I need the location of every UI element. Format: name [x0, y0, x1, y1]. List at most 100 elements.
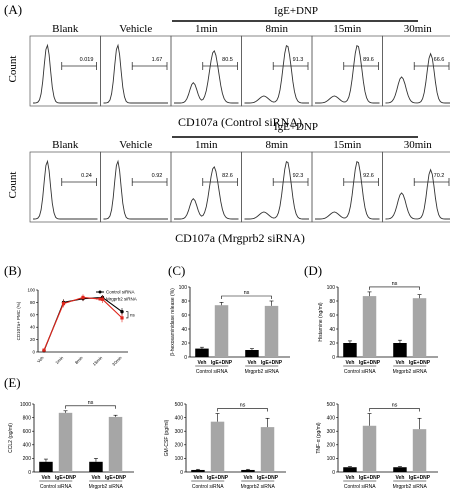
- column-title: 30min: [404, 139, 433, 151]
- histogram-curve: [174, 166, 239, 220]
- x-tick-label: IgE+DNP: [55, 475, 77, 481]
- histogram-box: [170, 35, 242, 107]
- y-tick-label: 500: [327, 402, 336, 408]
- histogram-curve: [33, 43, 98, 104]
- x-tick-label: Veh: [396, 475, 405, 481]
- gate-percentage: 0.019: [80, 57, 94, 63]
- panel-b: (B) 0 20 40 60 80 100 Veh 1min 8min 15min 30min CD10…: [4, 263, 137, 367]
- x-tick-label: IgE+DNP: [409, 475, 431, 481]
- column-title: 8min: [265, 139, 288, 151]
- bar: [393, 343, 407, 357]
- y-tick-label: 200: [23, 456, 32, 462]
- y-tick-label: 400: [175, 415, 184, 421]
- histogram-curve: [103, 159, 168, 220]
- data-point: [81, 295, 85, 300]
- y-tick-label: 40: [181, 327, 187, 333]
- bar: [195, 348, 209, 357]
- group-label: Control siRNA: [196, 369, 228, 375]
- data-point: [42, 348, 46, 352]
- y-tick-label: 200: [175, 443, 184, 449]
- x-tick-label: Veh: [396, 360, 405, 366]
- column-title: Blank: [52, 23, 79, 35]
- y-axis-label: CCL2 (pg/ml): [8, 423, 14, 453]
- x-tick-label: Veh: [198, 360, 207, 366]
- column-title: Blank: [52, 139, 79, 151]
- gate-percentage: 80.5: [222, 57, 233, 63]
- ns-label: ns: [88, 400, 94, 406]
- panel-label: (D): [304, 263, 322, 278]
- y-tick-label: 0: [28, 470, 31, 476]
- column-title: 1min: [195, 23, 218, 35]
- group-label: Mrgprb2 siRNA: [89, 484, 124, 490]
- bar: [245, 350, 259, 357]
- y-tick-label: 20: [30, 337, 36, 342]
- histogram-box: [170, 151, 242, 223]
- legend-label: Mrgprb2 siRNA: [106, 297, 137, 302]
- column-title: Vehicle: [119, 23, 152, 35]
- bar: [260, 427, 275, 472]
- panel-d: (D) 0 20 40 60 80 100 Histamine (ng/ml) Veh IgE+D…: [304, 263, 438, 375]
- x-tick-label: 15min: [92, 355, 104, 367]
- ns-bracket: [65, 405, 116, 409]
- legend-marker: [98, 297, 102, 301]
- y-tick-label: 60: [329, 313, 335, 319]
- column-title: Vehicle: [119, 139, 152, 151]
- column-title: 15min: [333, 23, 362, 35]
- x-axis-label: CD107a (Control siRNA): [178, 115, 302, 129]
- bar: [393, 467, 407, 472]
- x-tick-label: IgE+DNP: [257, 475, 279, 481]
- x-tick-label: IgE+DNP: [261, 360, 283, 366]
- gate-percentage: 0.24: [81, 173, 92, 179]
- histogram-box: [241, 35, 313, 107]
- histogram-curve: [33, 159, 98, 220]
- y-tick-label: 100: [175, 456, 184, 462]
- histogram-curve: [385, 52, 450, 104]
- bar: [362, 296, 377, 357]
- gate-percentage: 89.6: [363, 57, 374, 63]
- x-tick-label: IgE+DNP: [409, 360, 431, 366]
- bar: [264, 305, 279, 357]
- column-title: 1min: [195, 139, 218, 151]
- gate-percentage: 92.3: [293, 173, 304, 179]
- group-label: Mrgprb2 siRNA: [241, 484, 276, 490]
- ns-bracket: [217, 408, 268, 412]
- y-tick-label: 0: [332, 470, 335, 476]
- bar: [210, 421, 225, 472]
- bar: [343, 467, 357, 472]
- y-tick-label: 40: [30, 325, 36, 330]
- histogram-curve: [244, 161, 309, 220]
- histogram-curve: [315, 161, 380, 220]
- x-tick-label: Veh: [346, 360, 355, 366]
- group-label: Control siRNA: [344, 484, 376, 490]
- y-tick-label: 80: [329, 299, 335, 305]
- y-axis-label: GM-CSF (pg/ml): [164, 419, 170, 456]
- group-label: Control siRNA: [344, 369, 376, 375]
- x-tick-label: Veh: [346, 475, 355, 481]
- ns-bracket: [369, 408, 420, 412]
- group-label: IgE+DNP: [274, 121, 318, 133]
- y-axis-label: Count: [7, 56, 19, 83]
- legend-marker: [98, 290, 102, 294]
- y-tick-label: 500: [175, 402, 184, 408]
- group-label: Mrgprb2 siRNA: [393, 484, 428, 490]
- y-tick-label: 20: [329, 341, 335, 347]
- histogram-box: [241, 151, 313, 223]
- y-axis-label: CD107a+ PMC (%): [16, 301, 21, 340]
- y-tick-label: 0: [184, 355, 187, 361]
- x-tick-label: Veh: [248, 360, 257, 366]
- x-tick-label: Veh: [194, 475, 203, 481]
- ns-bracket: [221, 295, 272, 299]
- histogram-box: [382, 151, 450, 223]
- bar: [412, 429, 427, 472]
- histogram-curve: [385, 168, 450, 220]
- histogram-curve: [103, 43, 168, 104]
- bar: [362, 425, 377, 472]
- bar: [89, 461, 103, 472]
- bar: [343, 343, 357, 357]
- x-tick-label: Veh: [36, 355, 45, 364]
- histogram-box: [311, 35, 383, 107]
- x-tick-label: IgE+DNP: [359, 475, 381, 481]
- x-tick-label: IgE+DNP: [105, 475, 127, 481]
